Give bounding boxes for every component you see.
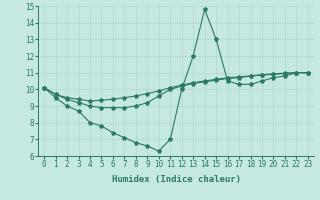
X-axis label: Humidex (Indice chaleur): Humidex (Indice chaleur) [111,175,241,184]
